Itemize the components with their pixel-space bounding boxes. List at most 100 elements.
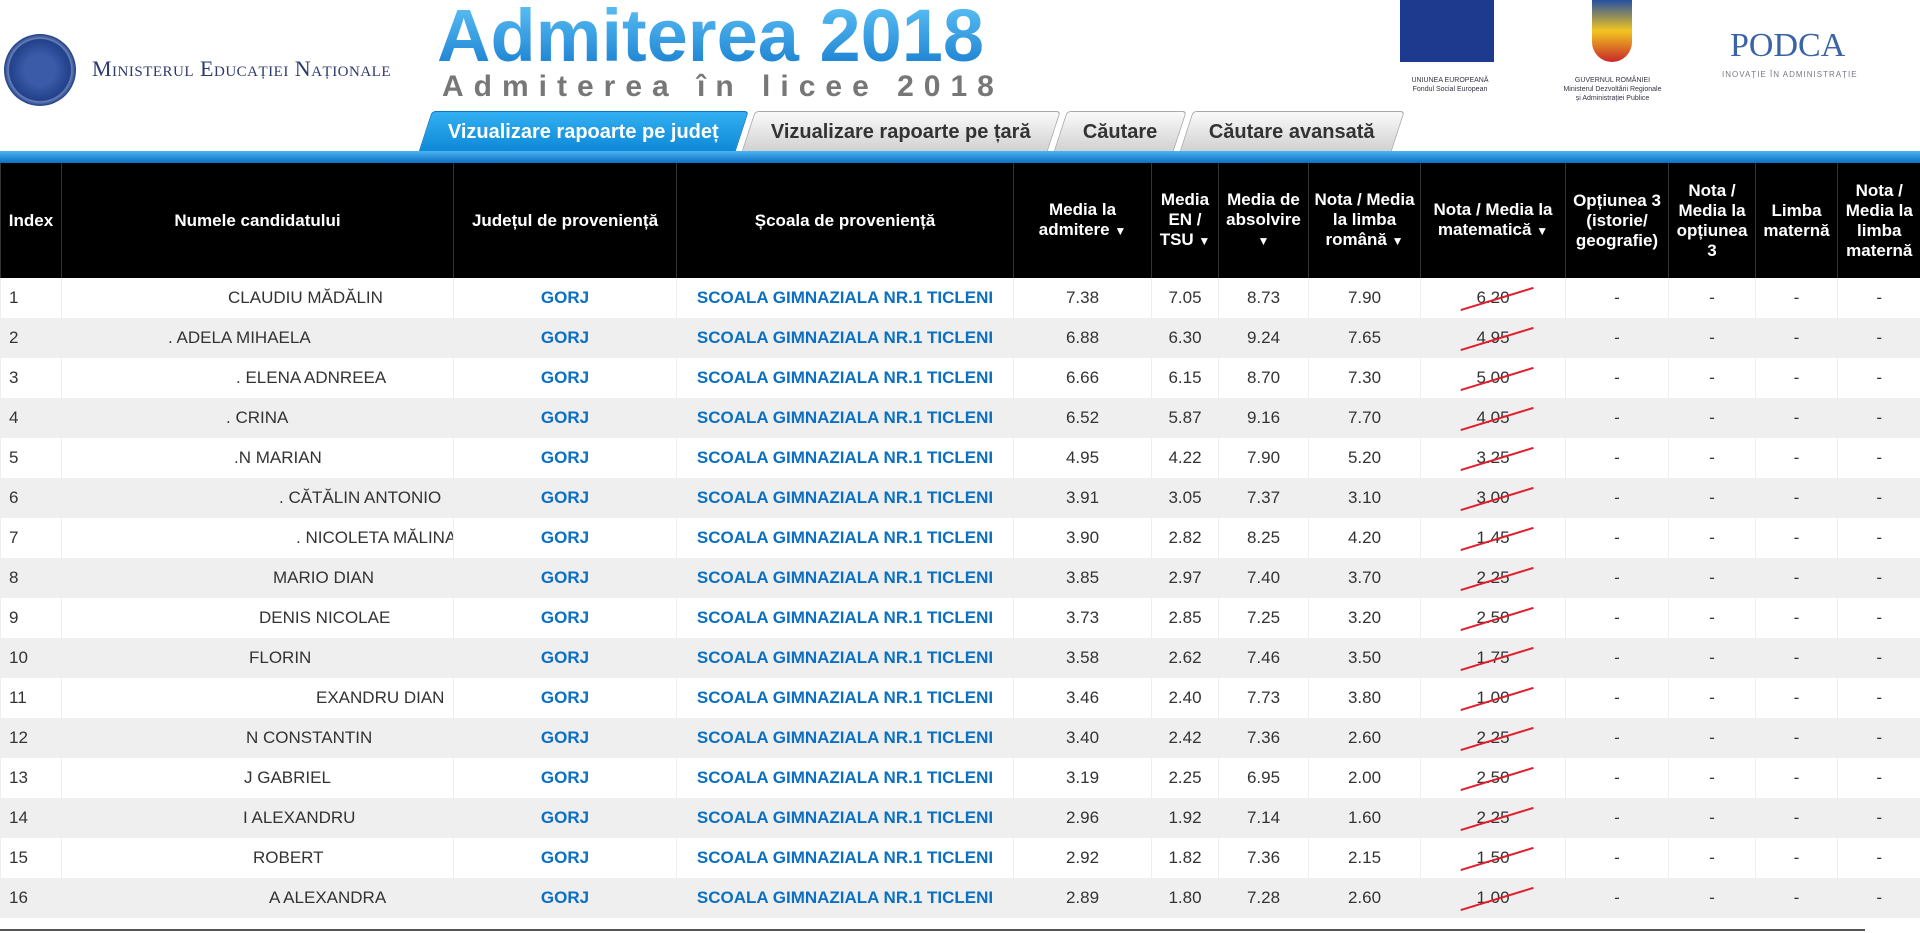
table-row[interactable]: 11 EXANDRU DIAN GORJ SCOALA GIMNAZIALA NR.1… [0, 678, 1920, 718]
cell-candidate-name: DENIS NICOLAE [61, 598, 454, 638]
tab-advanced-search[interactable]: Căutare avansată [1179, 111, 1405, 153]
table-row[interactable]: 2 . ADELA MIHAELA GORJ SCOALA GIMNAZIALA NR… [0, 318, 1920, 358]
tab-county-reports[interactable]: Vizualizare rapoarte pe județ [418, 111, 749, 153]
table-row[interactable]: 8 MARIO DIAN GORJ SCOALA GIMNAZIALA NR.1 TI… [0, 558, 1920, 598]
cell-school[interactable]: SCOALA GIMNAZIALA NR.1 TICLENI [676, 638, 1014, 678]
cell-value: DENIS NICOLAE [259, 608, 391, 627]
cell-school[interactable]: SCOALA GIMNAZIALA NR.1 TICLENI [676, 678, 1014, 718]
column-header-en-average[interactable]: Media EN / TSU ▼ [1151, 163, 1219, 278]
cell-value: 2.82 [1168, 528, 1202, 547]
table-row[interactable]: 4 . CRINA GORJ SCOALA GIMNAZIALA NR.1 TICLE… [0, 398, 1920, 438]
table-row[interactable]: 12 N CONSTANTIN GORJ SCOALA GIMNAZIALA NR.1… [0, 718, 1920, 758]
cell-value: - [1709, 608, 1715, 627]
cell-school[interactable]: SCOALA GIMNAZIALA NR.1 TICLENI [676, 758, 1014, 798]
tab-country-reports[interactable]: Vizualizare rapoarte pe țară [741, 111, 1061, 153]
cell-romanian-grade: 3.20 [1308, 598, 1421, 638]
sort-desc-icon[interactable]: ▼ [1536, 224, 1549, 238]
cell-county[interactable]: GORJ [453, 318, 677, 358]
cell-value: .N MARIAN [234, 448, 322, 467]
sort-desc-icon[interactable]: ▼ [1198, 234, 1211, 248]
cell-admission-average: 2.89 [1013, 878, 1152, 918]
cell-school[interactable]: SCOALA GIMNAZIALA NR.1 TICLENI [676, 838, 1014, 878]
cell-county[interactable]: GORJ [453, 558, 677, 598]
table-row[interactable]: 6 . CĂTĂLIN ANTONIO GORJ SCOALA GIMNAZIALA … [0, 478, 1920, 518]
cell-romanian-grade: 2.15 [1308, 838, 1421, 878]
cell-county[interactable]: GORJ [453, 518, 677, 558]
cell-county[interactable]: GORJ [453, 478, 677, 518]
cell-school[interactable]: SCOALA GIMNAZIALA NR.1 TICLENI [676, 878, 1014, 918]
table-row[interactable]: 10 FLORIN GORJ SCOALA GIMNAZIALA NR.1 TICLE… [0, 638, 1920, 678]
table-row[interactable]: 16 A ALEXANDRA GORJ SCOALA GIMNAZIALA NR.1 … [0, 878, 1920, 918]
tab-search[interactable]: Căutare [1052, 111, 1187, 153]
cell-school[interactable]: SCOALA GIMNAZIALA NR.1 TICLENI [676, 558, 1014, 598]
cell-value: - [1793, 408, 1800, 427]
cell-school[interactable]: SCOALA GIMNAZIALA NR.1 TICLENI [676, 598, 1014, 638]
cell-value: - [1709, 288, 1715, 307]
cell-value: SCOALA GIMNAZIALA NR.1 TICLENI [696, 728, 994, 747]
cell-county[interactable]: GORJ [453, 878, 677, 918]
table-row[interactable]: 14 I ALEXANDRU GORJ SCOALA GIMNAZIALA NR.1 … [0, 798, 1920, 838]
cell-value: SCOALA GIMNAZIALA NR.1 TICLENI [696, 568, 994, 587]
table-row[interactable]: 9 DENIS NICOLAE GORJ SCOALA GIMNAZIALA NR.1… [0, 598, 1920, 638]
table-row[interactable]: 13 J GABRIEL GORJ SCOALA GIMNAZIALA NR.1 TI… [0, 758, 1920, 798]
cell-school[interactable]: SCOALA GIMNAZIALA NR.1 TICLENI [676, 358, 1014, 398]
cell-value: 2.25 [1476, 808, 1510, 827]
cell-admission-average: 2.96 [1013, 798, 1152, 838]
cell-county[interactable]: GORJ [453, 798, 677, 838]
cell-county[interactable]: GORJ [453, 398, 677, 438]
cell-school[interactable]: SCOALA GIMNAZIALA NR.1 TICLENI [676, 438, 1014, 478]
cell-candidate-name: FLORIN [61, 638, 454, 678]
cell-school[interactable]: SCOALA GIMNAZIALA NR.1 TICLENI [676, 318, 1014, 358]
cell-romanian-grade: 3.50 [1308, 638, 1421, 678]
cell-county[interactable]: GORJ [453, 278, 677, 318]
cell-county[interactable]: GORJ [453, 838, 677, 878]
cell-value: 9.16 [1246, 408, 1281, 427]
cell-graduation-average: 7.28 [1218, 878, 1309, 918]
cell-admission-average: 3.90 [1013, 518, 1152, 558]
cell-school[interactable]: SCOALA GIMNAZIALA NR.1 TICLENI [676, 518, 1014, 558]
cell-romanian-grade: 4.20 [1308, 518, 1421, 558]
cell-county[interactable]: GORJ [453, 358, 677, 398]
cell-value: 3.58 [1065, 648, 1100, 667]
table-row[interactable]: 5 .N MARIAN GORJ SCOALA GIMNAZIALA NR.1 TIC… [0, 438, 1920, 478]
cell-mother-tongue: - [1755, 678, 1838, 718]
column-header-admission-average[interactable]: Media la admitere ▼ [1013, 163, 1152, 278]
cell-county[interactable]: GORJ [453, 598, 677, 638]
cell-county[interactable]: GORJ [453, 678, 677, 718]
cell-school[interactable]: SCOALA GIMNAZIALA NR.1 TICLENI [676, 798, 1014, 838]
cell-school[interactable]: SCOALA GIMNAZIALA NR.1 TICLENI [676, 398, 1014, 438]
cell-value: - [1709, 888, 1715, 907]
column-header-graduation-average[interactable]: Media de absolvire ▼ [1218, 163, 1309, 278]
cell-county[interactable]: GORJ [453, 438, 677, 478]
cell-value: - [1876, 608, 1883, 627]
cell-graduation-average: 8.73 [1218, 278, 1309, 318]
cell-mother-tongue-grade: - [1837, 558, 1920, 598]
column-header-romanian-grade[interactable]: Nota / Media la limba română ▼ [1308, 163, 1421, 278]
sort-desc-icon[interactable]: ▼ [1257, 234, 1270, 248]
cell-value: . CĂTĂLIN ANTONIO [279, 488, 442, 507]
column-header-math-grade[interactable]: Nota / Media la matematică ▼ [1420, 163, 1566, 278]
cell-option-3-grade: - [1668, 558, 1756, 598]
cell-option-3: - [1565, 758, 1669, 798]
cell-county[interactable]: GORJ [453, 758, 677, 798]
sort-desc-icon[interactable]: ▼ [1391, 234, 1404, 248]
cell-value: 14 [9, 808, 28, 827]
table-row[interactable]: 15 ROBERT GORJ SCOALA GIMNAZIALA NR.1 TICLE… [0, 838, 1920, 878]
cell-value: GORJ [540, 528, 590, 547]
gov-caption: GUVERNUL ROMÂNIEI Ministerul Dezvoltării … [1545, 76, 1680, 103]
sort-desc-icon[interactable]: ▼ [1114, 224, 1127, 238]
cell-school[interactable]: SCOALA GIMNAZIALA NR.1 TICLENI [676, 278, 1014, 318]
podca-tagline: INOVAȚIE ÎN ADMINISTRAȚIE [1722, 70, 1858, 79]
cell-value: - [1614, 528, 1620, 547]
column-header-label: Nota / Media la opțiunea 3 [1676, 180, 1748, 260]
table-row[interactable]: 7 . NICOLETA MĂLINA GORJ SCOALA GIMNAZIALA … [0, 518, 1920, 558]
cell-county[interactable]: GORJ [453, 718, 677, 758]
cell-school[interactable]: SCOALA GIMNAZIALA NR.1 TICLENI [676, 718, 1014, 758]
table-row[interactable]: 3 . ELENA ADNREEA GORJ SCOALA GIMNAZIALA NR… [0, 358, 1920, 398]
cell-school[interactable]: SCOALA GIMNAZIALA NR.1 TICLENI [676, 478, 1014, 518]
cell-graduation-average: 6.95 [1218, 758, 1309, 798]
cell-county[interactable]: GORJ [453, 638, 677, 678]
table-row[interactable]: 1 CLAUDIU MĂDĂLIN GORJ SCOALA GIMNAZIALA NR… [0, 278, 1920, 318]
government-seal-logo [4, 34, 76, 106]
column-header-label: Nota / Media la limba maternă [1845, 180, 1913, 260]
